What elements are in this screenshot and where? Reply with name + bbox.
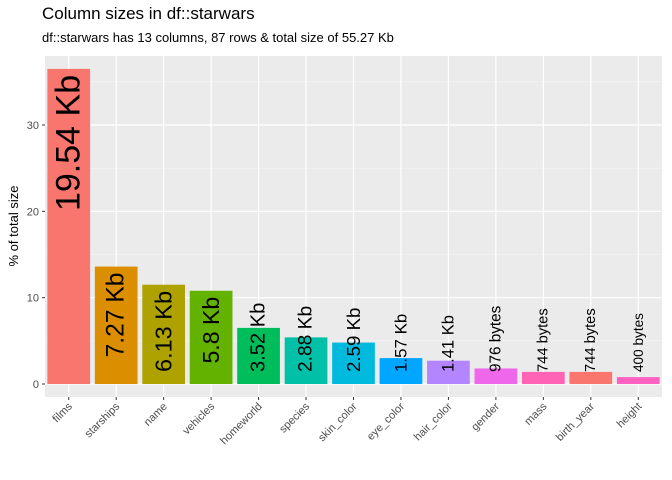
data-label: 1.41 Kb xyxy=(439,315,457,372)
data-label: 976 bytes xyxy=(487,305,504,372)
bar xyxy=(616,377,660,384)
data-label: 744 bytes xyxy=(535,308,551,372)
bar xyxy=(94,266,138,384)
y-tick-label: 20 xyxy=(27,206,39,218)
y-axis: 0 10 20 30 xyxy=(27,120,45,391)
bar xyxy=(379,358,423,384)
data-label: 6.13 Kb xyxy=(151,291,177,372)
x-tick-label: species xyxy=(277,400,312,435)
data-label: 2.88 Kb xyxy=(296,306,317,372)
bar xyxy=(237,327,280,384)
bar xyxy=(474,368,518,384)
data-label: 744 bytes xyxy=(583,308,599,372)
x-tick-label: gender xyxy=(469,400,502,433)
bars: 19.54 Kb 7.27 Kb 6.13 Kb 5.8 Kb 3.52 Kb 2.88 … xyxy=(47,68,660,384)
bar xyxy=(189,290,233,384)
x-tick-label: homeworld xyxy=(218,401,265,448)
x-tick-label: birth_year xyxy=(554,400,597,443)
data-label: 3.52 Kb xyxy=(248,303,270,372)
y-tick-label: 30 xyxy=(27,120,39,132)
x-tick-label: name xyxy=(142,401,170,429)
bar xyxy=(332,342,375,384)
chart-subtitle: df::starwars has 13 columns, 87 rows & t… xyxy=(42,30,394,45)
bar xyxy=(142,284,186,384)
bar xyxy=(569,371,613,384)
x-axis: films starships name vehicles homeworld speci… xyxy=(50,397,644,447)
data-label: 1.57 Kb xyxy=(391,314,410,372)
data-label: 19.54 Kb xyxy=(50,75,88,211)
bar xyxy=(427,360,470,384)
x-tick-label: height xyxy=(615,401,645,431)
x-tick-label: starships xyxy=(83,400,123,440)
x-tick-label: hair_color xyxy=(412,400,455,443)
data-label: 5.8 Kb xyxy=(198,297,224,364)
y-tick-label: 10 xyxy=(27,293,39,305)
y-axis-label: % of total size xyxy=(6,186,21,267)
x-tick-label: mass xyxy=(522,400,549,427)
x-tick-label: vehicles xyxy=(181,400,218,437)
x-tick-label: eye_color xyxy=(365,400,407,442)
data-label: 400 bytes xyxy=(631,313,646,372)
y-tick-label: 0 xyxy=(33,379,39,391)
bar xyxy=(521,371,565,384)
data-label: 7.27 Kb xyxy=(103,273,130,358)
x-tick-label: films xyxy=(50,400,75,425)
x-tick-label: skin_color xyxy=(316,400,360,444)
bar xyxy=(47,68,91,384)
chart-title: Column sizes in df::starwars xyxy=(42,4,255,23)
data-label: 2.59 Kb xyxy=(343,308,364,372)
bar xyxy=(284,337,328,384)
